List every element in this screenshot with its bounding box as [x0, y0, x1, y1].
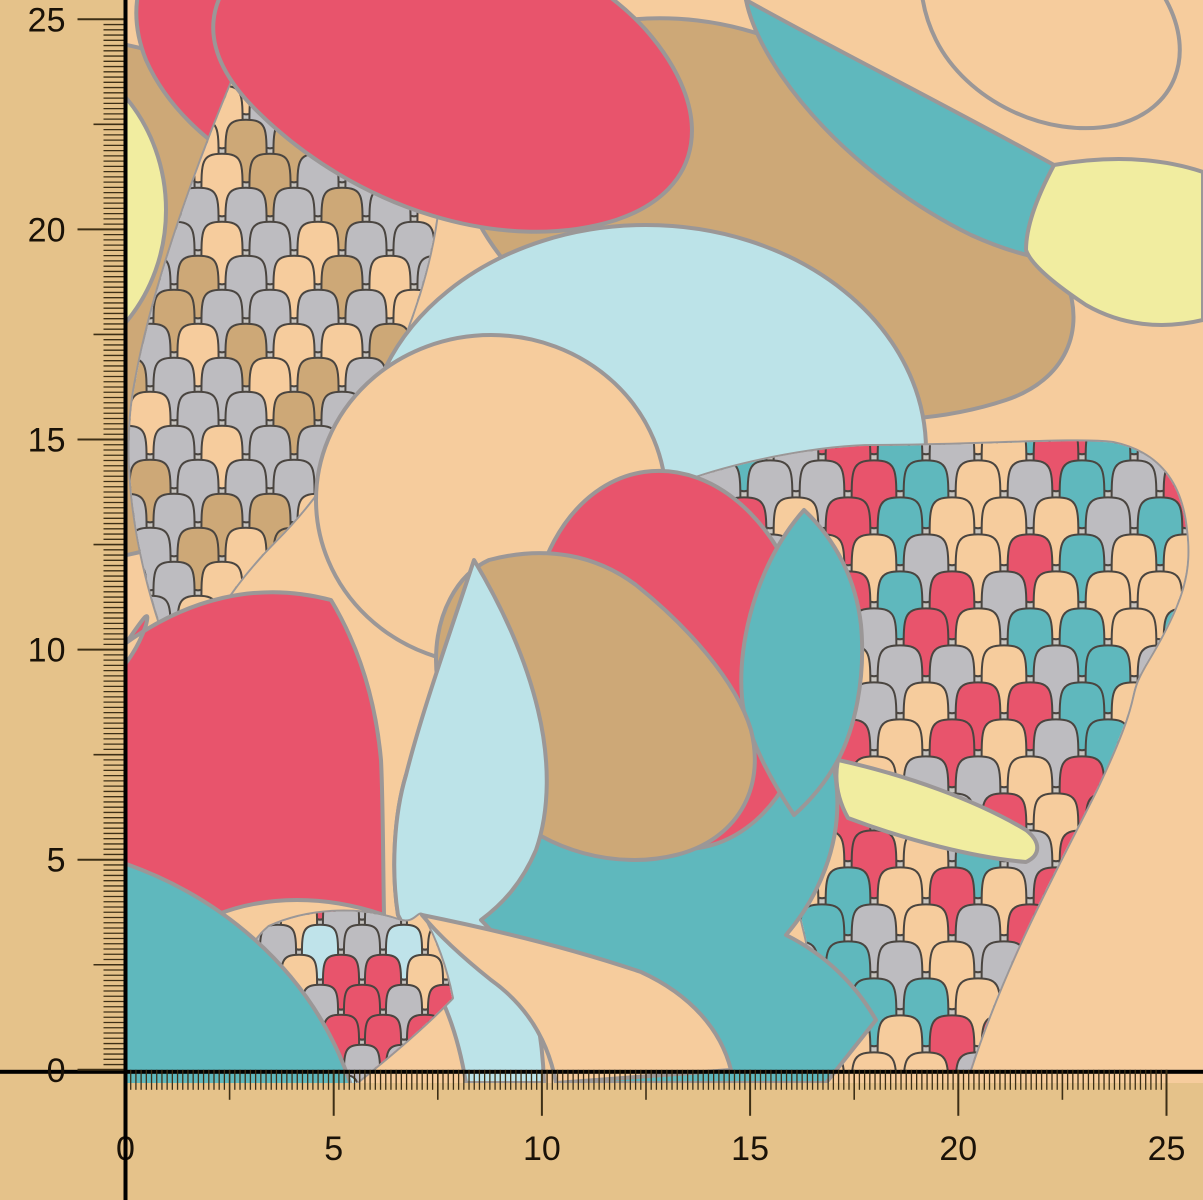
- svg-text:10: 10: [28, 632, 66, 670]
- svg-text:15: 15: [731, 1130, 769, 1168]
- svg-text:15: 15: [28, 422, 66, 460]
- svg-text:20: 20: [28, 211, 66, 249]
- svg-text:20: 20: [939, 1130, 977, 1168]
- svg-text:0: 0: [116, 1130, 135, 1168]
- svg-text:25: 25: [28, 1, 66, 39]
- svg-text:25: 25: [1148, 1130, 1186, 1168]
- svg-text:10: 10: [523, 1130, 561, 1168]
- svg-text:5: 5: [324, 1130, 343, 1168]
- svg-text:0: 0: [47, 1052, 66, 1090]
- svg-text:5: 5: [47, 842, 66, 880]
